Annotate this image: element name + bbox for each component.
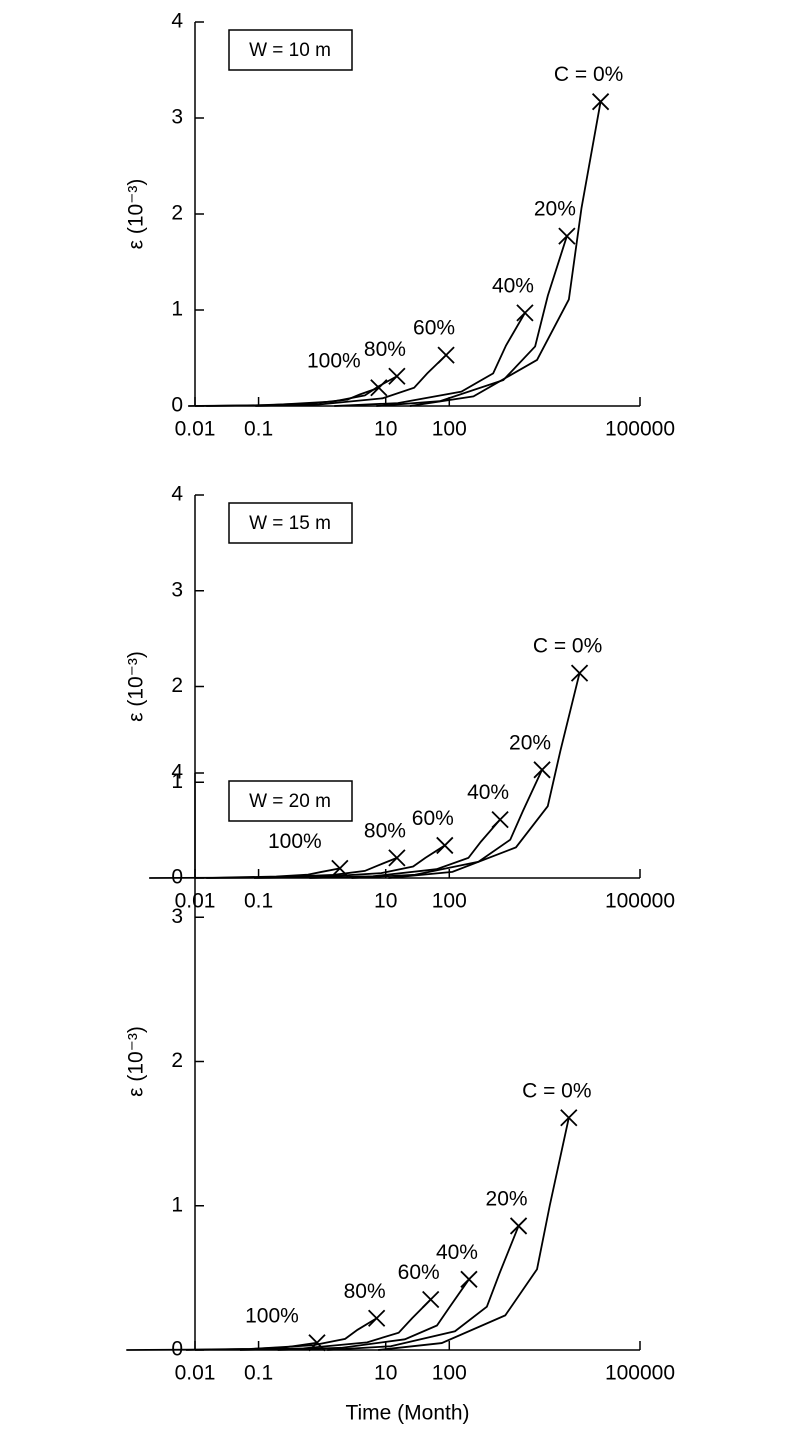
marker-cross (559, 228, 575, 244)
x-tick-label: 0.1 (244, 890, 273, 913)
series-label: 60% (412, 807, 454, 830)
series-label: 20% (509, 731, 551, 754)
series-label: 80% (364, 338, 406, 361)
y-tick-label: 4 (171, 483, 183, 506)
end-marker (517, 305, 533, 321)
x-tick-label: 0.01 (175, 418, 216, 441)
annotation: W = 20 m (249, 791, 331, 812)
series-label: 60% (398, 1261, 440, 1284)
marker-cross (492, 812, 508, 828)
end-marker (461, 1271, 477, 1287)
end-marker (369, 1310, 385, 1326)
y-tick-label: 4 (171, 761, 183, 784)
series-label: C = 0% (554, 63, 623, 86)
series-label: 20% (486, 1187, 528, 1210)
y-tick-label: 0 (171, 394, 183, 417)
end-marker (572, 665, 588, 681)
end-marker (389, 368, 405, 384)
marker-cross (438, 347, 454, 363)
y-tick-label: 1 (171, 298, 183, 321)
marker-cross (561, 1110, 577, 1126)
x-tick-label: 100000 (605, 890, 675, 913)
y-tick-label: 1 (171, 1193, 183, 1216)
series-label: 40% (492, 274, 534, 297)
end-marker (423, 1292, 439, 1308)
annotation: W = 10 m (249, 40, 331, 61)
marker-cross (437, 837, 453, 853)
y-tick-label: 3 (171, 905, 183, 928)
marker-cross (461, 1271, 477, 1287)
x-tick-label: 0.1 (244, 1362, 273, 1385)
x-tick-label: 100 (432, 1362, 467, 1385)
end-marker (437, 837, 453, 853)
marker-cross (572, 665, 588, 681)
y-tick-label: 2 (171, 202, 183, 225)
series-label: 80% (364, 819, 406, 842)
x-tick-label: 100 (432, 418, 467, 441)
end-marker (559, 228, 575, 244)
marker-cross (389, 850, 405, 866)
x-tick-label: 100000 (605, 418, 675, 441)
end-marker (561, 1110, 577, 1126)
series-label: C = 0% (533, 635, 602, 658)
series-label: 80% (344, 1280, 386, 1303)
end-marker (492, 812, 508, 828)
marker-cross (389, 368, 405, 384)
marker-cross (511, 1218, 527, 1234)
y-tick-label: 3 (171, 578, 183, 601)
end-marker (438, 347, 454, 363)
series-label: 40% (467, 781, 509, 804)
figure: 0 1 2 3 4 0.01 0.1 10 100 100000 ε (10⁻³) W = 10 m 1… (0, 0, 807, 1446)
end-marker (593, 94, 609, 110)
annotation: W = 15 m (249, 513, 331, 534)
x-tick-label: 0.01 (175, 1362, 216, 1385)
marker-cross (369, 1310, 385, 1326)
x-tick-label: 100000 (605, 1362, 675, 1385)
y-tick-label: 3 (171, 106, 183, 129)
end-marker (389, 850, 405, 866)
series-label: 100% (307, 349, 361, 372)
y-axis-label: ε (10⁻³) (125, 1026, 148, 1097)
curve (188, 388, 379, 406)
x-tick-label: 0.1 (244, 418, 273, 441)
x-tick-label: 10 (374, 890, 397, 913)
series-label: 40% (436, 1241, 478, 1264)
x-tick-label: 10 (374, 418, 397, 441)
x-tick-label: 100 (432, 890, 467, 913)
end-marker (511, 1218, 527, 1234)
series-label: 60% (413, 317, 455, 340)
curve (410, 102, 601, 406)
series-label: 20% (534, 198, 576, 221)
y-axis-label: ε (10⁻³) (125, 179, 148, 250)
x-tick-label: 10 (374, 1362, 397, 1385)
page: 0 1 2 3 4 0.01 0.1 10 100 100000 ε (10⁻³) W = 10 m 1… (0, 0, 807, 1446)
marker-cross (423, 1292, 439, 1308)
y-tick-label: 2 (171, 1049, 183, 1072)
y-tick-label: 4 (171, 10, 183, 33)
marker-cross (593, 94, 609, 110)
series-label: 100% (268, 830, 322, 853)
y-tick-label: 2 (171, 674, 183, 697)
curve (388, 673, 579, 878)
series-label: 100% (245, 1304, 299, 1327)
marker-cross (534, 762, 550, 778)
series-label: C = 0% (522, 1079, 591, 1102)
y-axis-label: ε (10⁻³) (125, 651, 148, 722)
curve (378, 1118, 569, 1350)
marker-cross (517, 305, 533, 321)
x-axis-label: Time (Month) (345, 1402, 469, 1425)
end-marker (534, 762, 550, 778)
curve (376, 236, 567, 406)
